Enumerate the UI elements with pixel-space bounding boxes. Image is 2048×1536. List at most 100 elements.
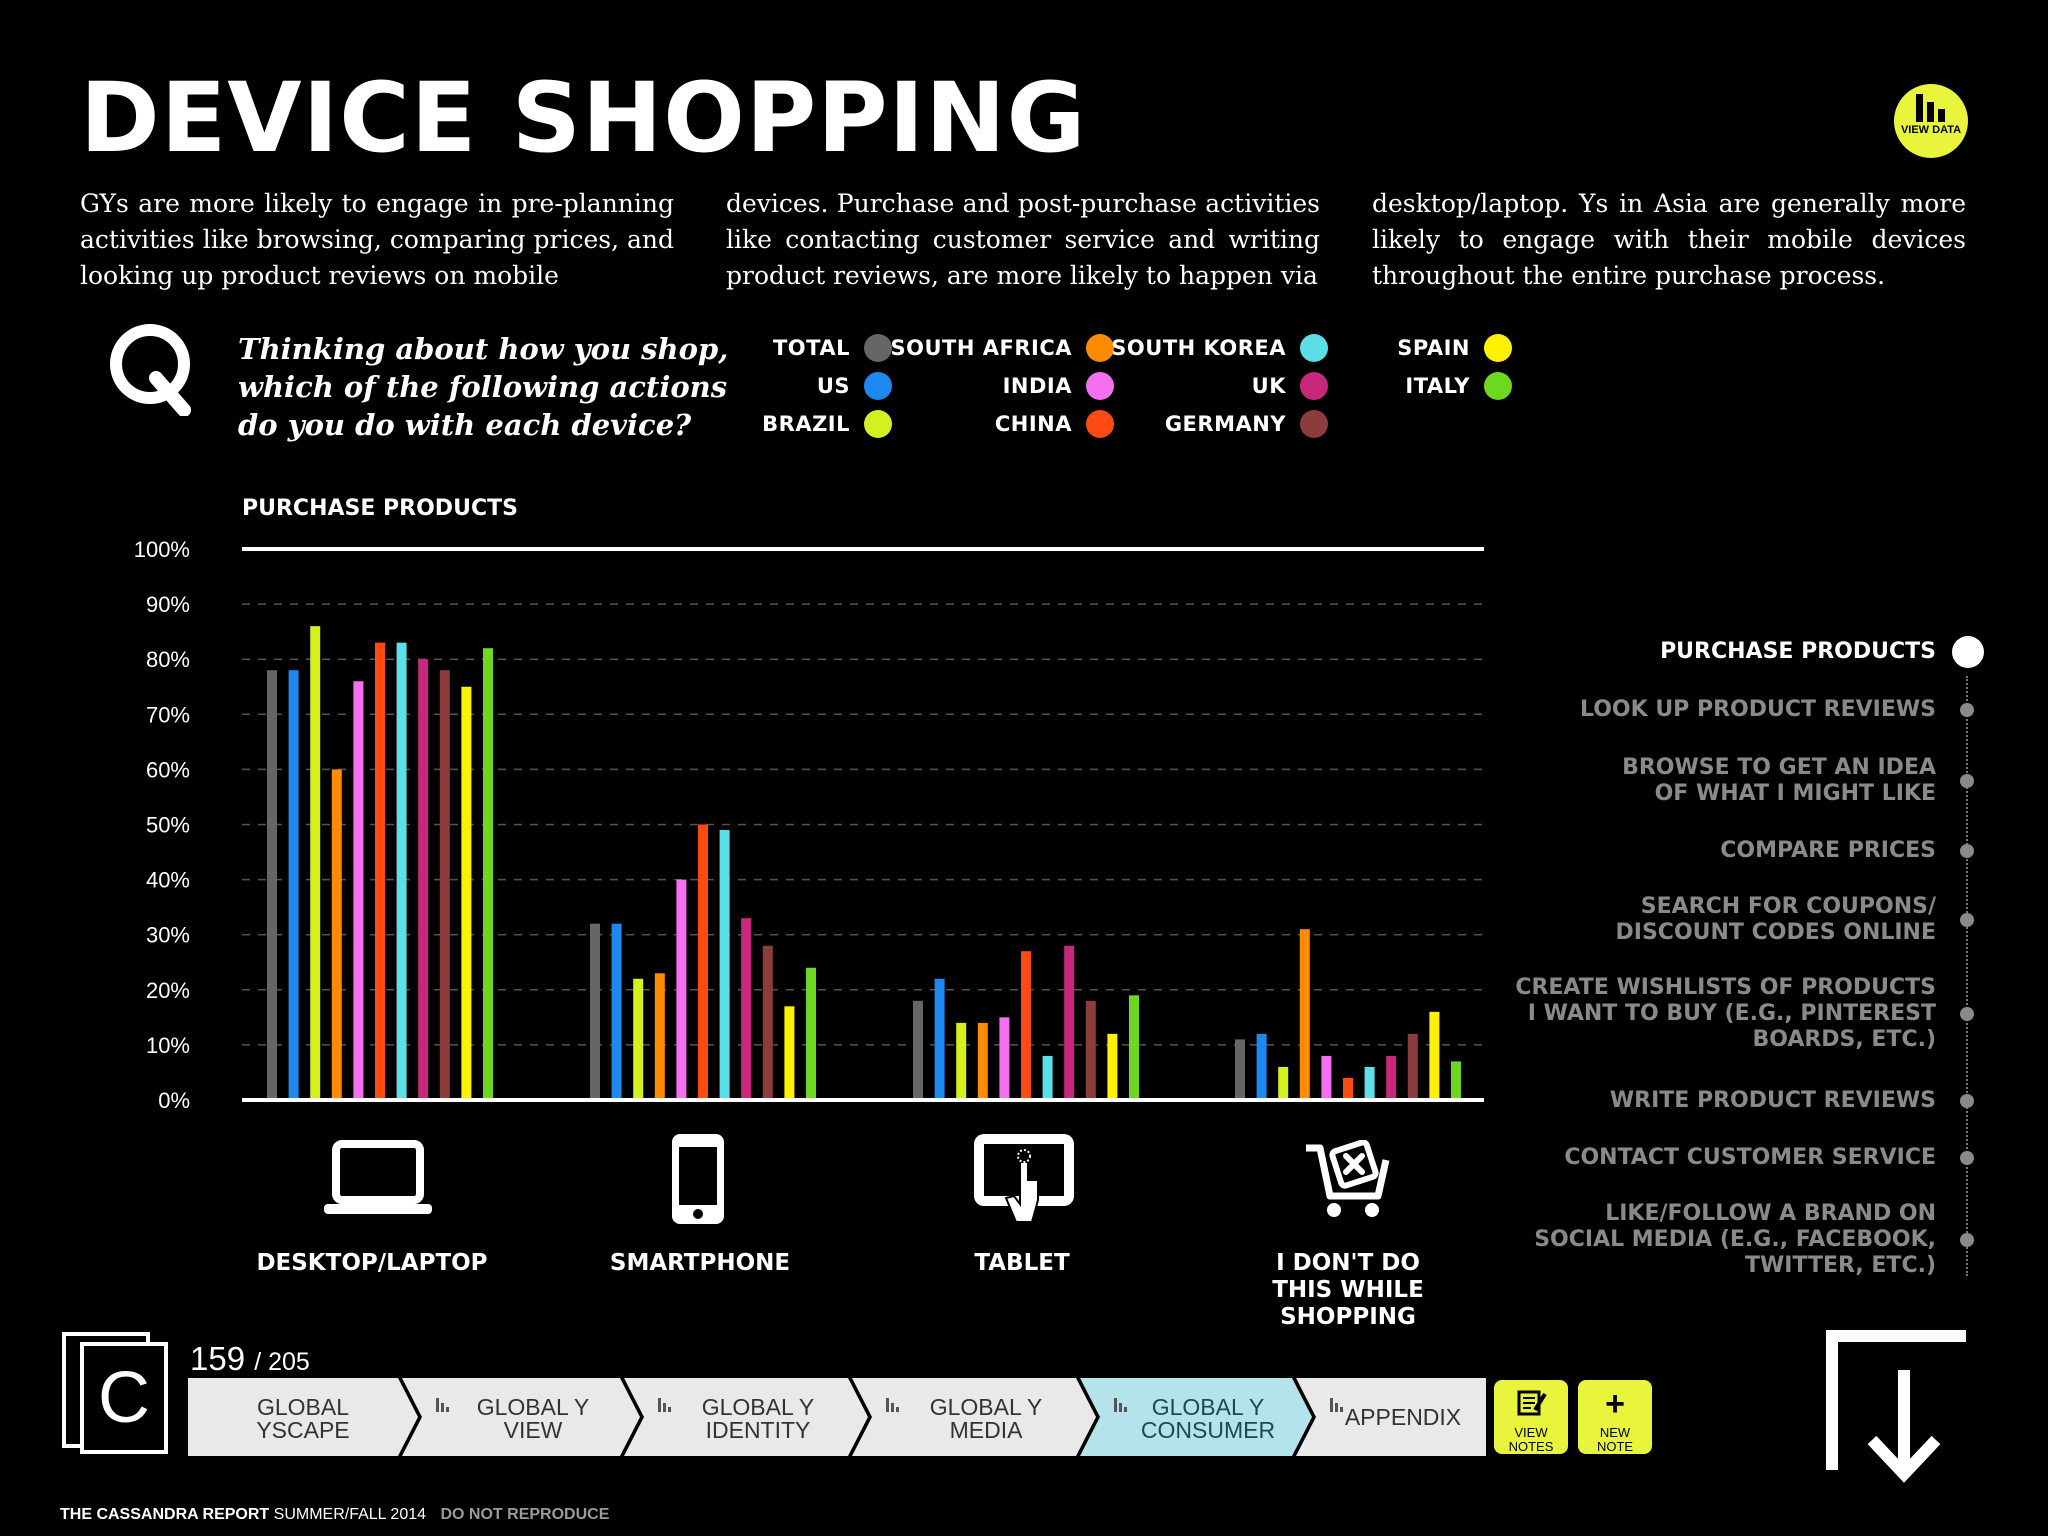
tab-3[interactable]: GLOBAL Y IDENTITY xyxy=(624,1378,868,1456)
nav-dot[interactable] xyxy=(1960,1007,1974,1021)
tab-label: GLOBAL Y IDENTITY xyxy=(701,1394,815,1443)
bar-india-1 xyxy=(353,681,364,1098)
bar-italy-4 xyxy=(1451,1061,1461,1098)
nav-dot[interactable] xyxy=(1960,1233,1974,1247)
nav-dot[interactable] xyxy=(1960,844,1974,858)
cart-x-icon xyxy=(1306,1140,1390,1217)
legend-item-uk: UK xyxy=(1252,371,1328,401)
bar-south-korea-2 xyxy=(719,830,730,1098)
tab-label: GLOBAL YSCAPE xyxy=(256,1394,350,1443)
bar-south-korea-4 xyxy=(1364,1066,1375,1098)
nav-divider xyxy=(1966,676,1968,1276)
legend-label: SOUTH KOREA xyxy=(1111,336,1286,360)
survey-question: Thinking about how you shop, which of th… xyxy=(238,332,729,442)
laptop-icon xyxy=(324,1140,432,1214)
legend-label: CHINA xyxy=(994,412,1072,436)
nav-dot[interactable] xyxy=(1960,913,1974,927)
bar-total-1 xyxy=(267,670,277,1098)
legend-swatch xyxy=(1086,334,1114,362)
y-tick-label: 40% xyxy=(146,868,190,893)
view-data-button[interactable]: VIEW DATA xyxy=(1894,84,1968,158)
view-notes-label: VIEW NOTES xyxy=(1508,1425,1554,1454)
nav-dot-active[interactable] xyxy=(1952,636,1984,668)
nav-item-9[interactable]: LIKE/FOLLOW A BRAND ON SOCIAL MEDIA (E.G… xyxy=(1534,1201,1936,1278)
tab-4[interactable]: GLOBAL Y MEDIA xyxy=(852,1378,1096,1456)
bar-us-2 xyxy=(611,923,622,1098)
category-label-1: DESKTOP/LAPTOP xyxy=(256,1250,488,1276)
bar-germany-1 xyxy=(439,670,450,1098)
new-note-button[interactable]: + NEW NOTE xyxy=(1578,1380,1652,1454)
view-data-label: VIEW DATA xyxy=(1900,124,1962,136)
bar-total-4 xyxy=(1235,1039,1245,1098)
nav-item-7[interactable]: WRITE PRODUCT REVIEWS xyxy=(1609,1088,1936,1113)
bar-china-1 xyxy=(375,642,385,1098)
legend-swatch xyxy=(1300,334,1328,362)
legend-swatch xyxy=(1086,372,1114,400)
bar-spain-1 xyxy=(461,686,472,1098)
y-tick-label: 20% xyxy=(146,978,190,1003)
legend-item-south-korea: SOUTH KOREA xyxy=(1111,333,1328,363)
tab-5[interactable]: GLOBAL Y CONSUMER xyxy=(1080,1378,1312,1456)
legend-item-total: TOTAL xyxy=(773,333,892,363)
nav-item-1[interactable]: PURCHASE PRODUCTS xyxy=(1660,639,1936,664)
new-note-label: NEW NOTE xyxy=(1596,1425,1634,1454)
nav-item-2[interactable]: LOOK UP PRODUCT REVIEWS xyxy=(1579,697,1936,722)
legend-item-india: INDIA xyxy=(1003,371,1114,401)
bar-china-4 xyxy=(1343,1077,1353,1098)
nav-dot[interactable] xyxy=(1960,703,1974,717)
bar-italy-2 xyxy=(806,967,816,1098)
smartphone-icon xyxy=(672,1134,724,1224)
nav-dot[interactable] xyxy=(1960,1151,1974,1165)
legend-item-china: CHINA xyxy=(995,409,1114,439)
bar-brazil-1 xyxy=(310,626,321,1098)
bar-uk-3 xyxy=(1064,945,1075,1098)
category-label-2: SMARTPHONE xyxy=(609,1250,791,1276)
tab-2[interactable]: GLOBAL Y VIEW xyxy=(402,1378,640,1456)
nav-item-6[interactable]: CREATE WISHLISTS OF PRODUCTS I WANT TO B… xyxy=(1515,975,1936,1052)
bar-uk-1 xyxy=(418,659,429,1098)
nav-item-4[interactable]: COMPARE PRICES xyxy=(1720,838,1936,863)
page-number: 159 / 205 xyxy=(190,1340,310,1378)
bar-spain-3 xyxy=(1107,1033,1118,1098)
tab-1[interactable]: GLOBAL YSCAPE xyxy=(188,1378,418,1456)
bar-italy-1 xyxy=(483,648,493,1098)
nav-dot[interactable] xyxy=(1960,1094,1974,1108)
bar-spain-4 xyxy=(1429,1011,1440,1098)
down-arrow-icon[interactable] xyxy=(1826,1330,1972,1494)
legend-label: GERMANY xyxy=(1164,412,1286,436)
view-notes-button[interactable]: VIEW NOTES xyxy=(1494,1380,1568,1454)
bar-south-africa-3 xyxy=(977,1022,988,1098)
tab-6[interactable]: APPENDIX xyxy=(1296,1378,1486,1456)
category-label-4: I DON'T DO THIS WHILE SHOPPING xyxy=(1272,1250,1424,1330)
tab-label: GLOBAL Y VIEW xyxy=(476,1394,590,1443)
legend-label: SOUTH AFRICA xyxy=(890,336,1072,360)
page-title: DEVICE SHOPPING xyxy=(80,62,1087,174)
legend-label: ITALY xyxy=(1405,374,1470,398)
legend-label: SPAIN xyxy=(1397,336,1470,360)
question-icon xyxy=(110,324,191,416)
bar-spain-2 xyxy=(784,1006,795,1098)
footer: THE CASSANDRA REPORT SUMMER/FALL 2014 DO… xyxy=(60,1506,609,1524)
bar-uk-4 xyxy=(1386,1055,1397,1098)
intro-column-1: GYs are more likely to engage in pre-pla… xyxy=(80,189,674,290)
bar-brazil-2 xyxy=(633,978,644,1098)
footer-notice: DO NOT REPRODUCE xyxy=(440,1506,610,1523)
bar-brazil-3 xyxy=(956,1022,967,1098)
nav-item-5[interactable]: SEARCH FOR COUPONS/ DISCOUNT CODES ONLIN… xyxy=(1615,894,1936,945)
nav-item-8[interactable]: CONTACT CUSTOMER SERVICE xyxy=(1564,1145,1936,1170)
nav-dot[interactable] xyxy=(1960,774,1974,788)
nav-item-3[interactable]: BROWSE TO GET AN IDEA OF WHAT I MIGHT LI… xyxy=(1622,755,1936,806)
legend-label: BRAZIL xyxy=(762,412,850,436)
legend-item-brazil: BRAZIL xyxy=(762,409,892,439)
chart-title: PURCHASE PRODUCTS xyxy=(242,496,518,521)
legend-swatch xyxy=(1086,410,1114,438)
legend-item-italy: ITALY xyxy=(1405,371,1512,401)
bar-uk-2 xyxy=(741,918,752,1098)
bar-us-3 xyxy=(934,978,945,1098)
y-tick-label: 70% xyxy=(146,702,190,727)
bar-india-3 xyxy=(999,1017,1010,1098)
legend-swatch xyxy=(1484,372,1512,400)
legend-label: US xyxy=(816,374,850,398)
legend-item-germany: GERMANY xyxy=(1165,409,1328,439)
legend-swatch xyxy=(1300,372,1328,400)
